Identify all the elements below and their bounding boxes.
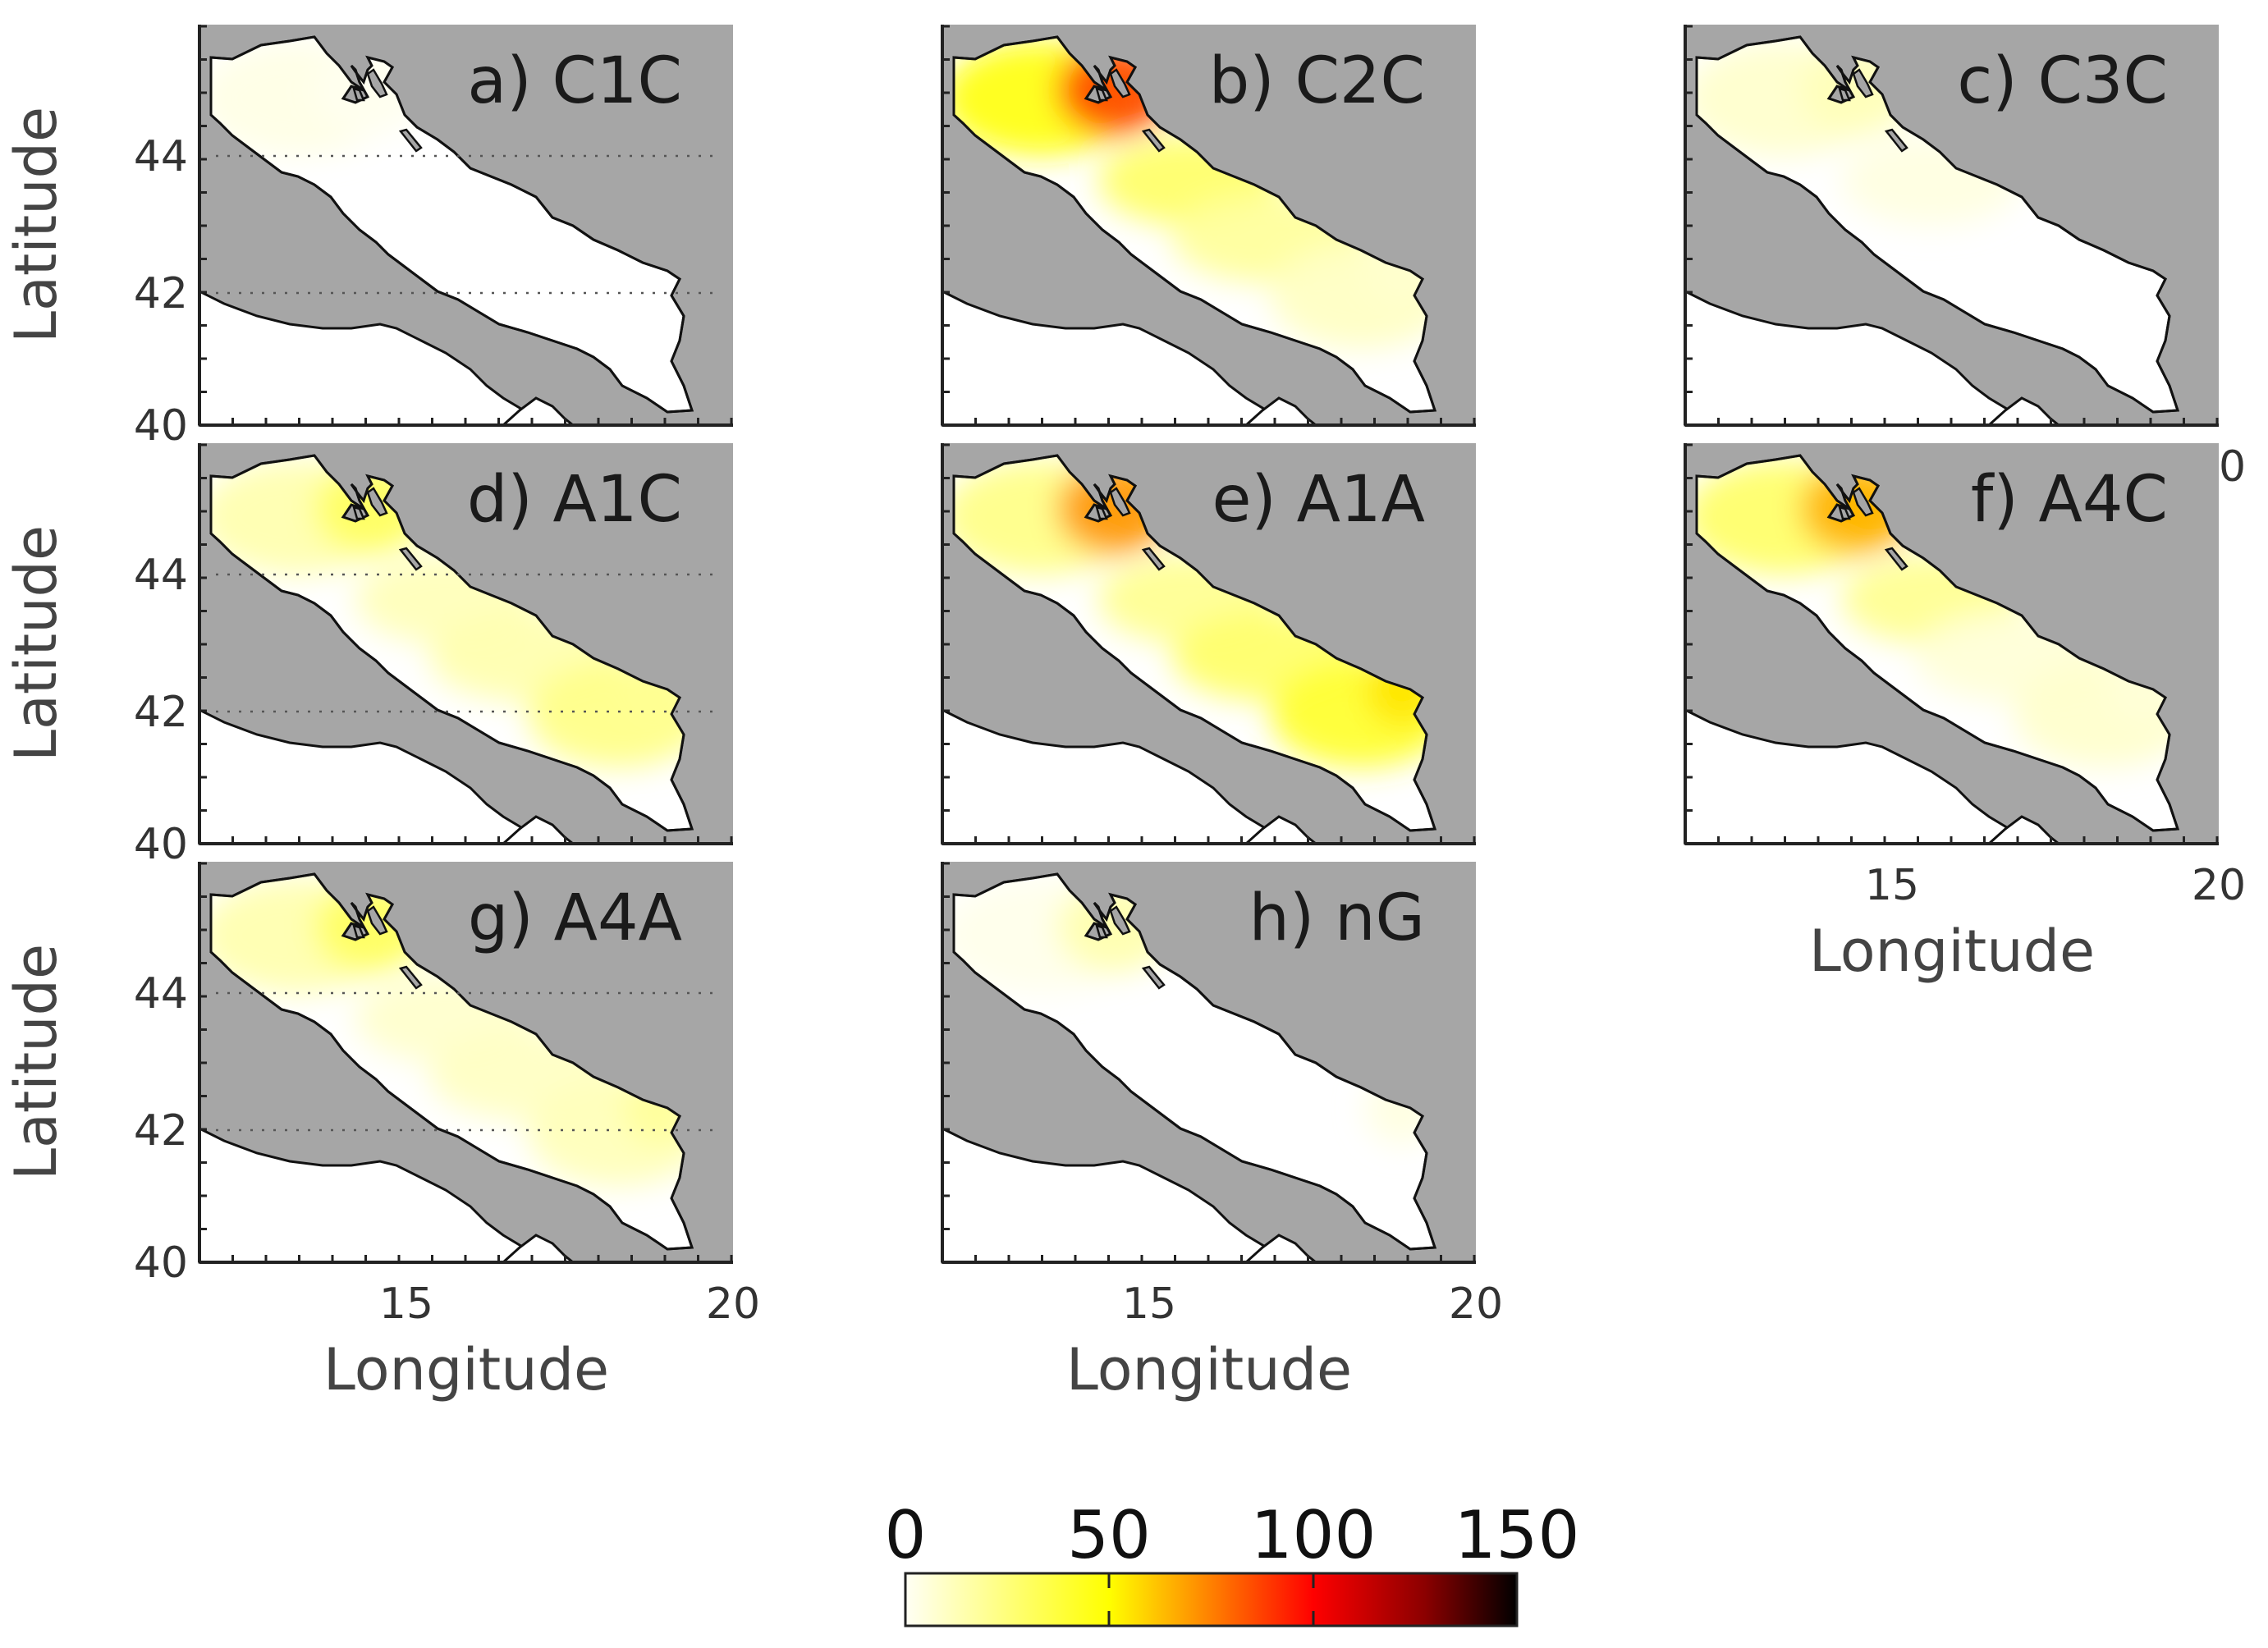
y-tick-label: 40 (134, 1238, 188, 1288)
island (352, 506, 365, 520)
y-tick-label: 42 (134, 1106, 188, 1156)
y-tick-label: 44 (134, 969, 188, 1019)
island (1884, 547, 1908, 571)
y-axis-title: Latitude (2, 107, 70, 343)
island (1852, 487, 1874, 517)
x-tick-label: 20 (2192, 861, 2246, 910)
island (352, 924, 365, 939)
map-panel-e: e) A1A (941, 443, 1476, 845)
map-panel-b: b) C2C (941, 25, 1476, 427)
y-tick-label: 44 (134, 551, 188, 600)
y-tick-label: 42 (134, 269, 188, 318)
colorbar-tick-150: 150 (1455, 1497, 1580, 1573)
colorbar-gradient (904, 1572, 1519, 1627)
map-panel-f: 15 20 Longitude f) A4C (1684, 443, 2246, 985)
island (1095, 506, 1108, 520)
x-axis-title: Longitude (1809, 918, 2095, 985)
map-panel-h: 15 20 Longitude h) nG (941, 862, 1503, 1403)
x-axis-title: Longitude (1066, 1336, 1352, 1403)
island (1109, 905, 1131, 936)
y-tick-label: 42 (134, 688, 188, 737)
island (366, 487, 388, 517)
panel-label: b) C2C (1209, 44, 1425, 118)
coastline (209, 454, 694, 832)
island (1141, 547, 1166, 571)
island (398, 965, 423, 990)
coastline (1695, 35, 2180, 414)
map-panel-a: 40 42 44 Latitude a) C1C (2, 25, 733, 451)
x-tick-label: 15 (379, 1279, 433, 1329)
island (1838, 87, 1851, 102)
island (398, 547, 423, 571)
island (1095, 87, 1108, 102)
coastline (209, 872, 694, 1251)
coastline (952, 454, 1437, 832)
island (366, 905, 388, 936)
island (1095, 924, 1108, 939)
colorbar-tick-0: 0 (885, 1497, 927, 1573)
island (352, 87, 365, 102)
y-tick-label: 44 (134, 132, 188, 181)
x-tick-label: 20 (1449, 1279, 1503, 1329)
x-axis-title: Longitude (323, 1336, 609, 1403)
x-tick-label: 15 (1122, 1279, 1176, 1329)
island (366, 68, 388, 98)
island (1852, 68, 1874, 98)
colorbar-tick-100: 100 (1251, 1497, 1377, 1573)
panel-label: a) C1C (467, 44, 682, 118)
island (1141, 965, 1166, 990)
panel-label: f) A4C (1971, 463, 2168, 537)
panel-label: d) A1C (467, 463, 682, 537)
x-tick-label: 15 (1865, 861, 1919, 910)
island (1141, 128, 1166, 153)
island (1109, 487, 1131, 517)
y-axis-title: Latitude (2, 944, 70, 1180)
panel-label: e) A1A (1212, 463, 1425, 537)
coastline (209, 35, 694, 414)
panel-label: c) C3C (1957, 44, 2168, 118)
coastline (952, 35, 1437, 414)
map-panel-g: 40 42 44 Latitude 15 20 Longitude g) A4A (2, 862, 760, 1403)
y-tick-label: 40 (134, 820, 188, 869)
island (1838, 506, 1851, 520)
map-panel-d: 40 42 44 Latitude d) A1C (2, 443, 733, 869)
panel-label: g) A4A (468, 881, 682, 955)
coastline (1695, 454, 2180, 832)
island (398, 128, 423, 153)
y-tick-label: 40 (134, 401, 188, 451)
colorbar-tick-50: 50 (1067, 1497, 1151, 1573)
x-tick-label: 20 (706, 1279, 760, 1329)
map-panel-c: 1520c) C3C (1684, 25, 2246, 492)
island (1884, 128, 1908, 153)
panel-label: h) nG (1249, 881, 1425, 955)
y-axis-title: Latitude (2, 525, 70, 762)
island (1109, 68, 1131, 98)
coastline (952, 872, 1437, 1251)
colorbar: 0 50 100 150 (885, 1497, 1580, 1627)
